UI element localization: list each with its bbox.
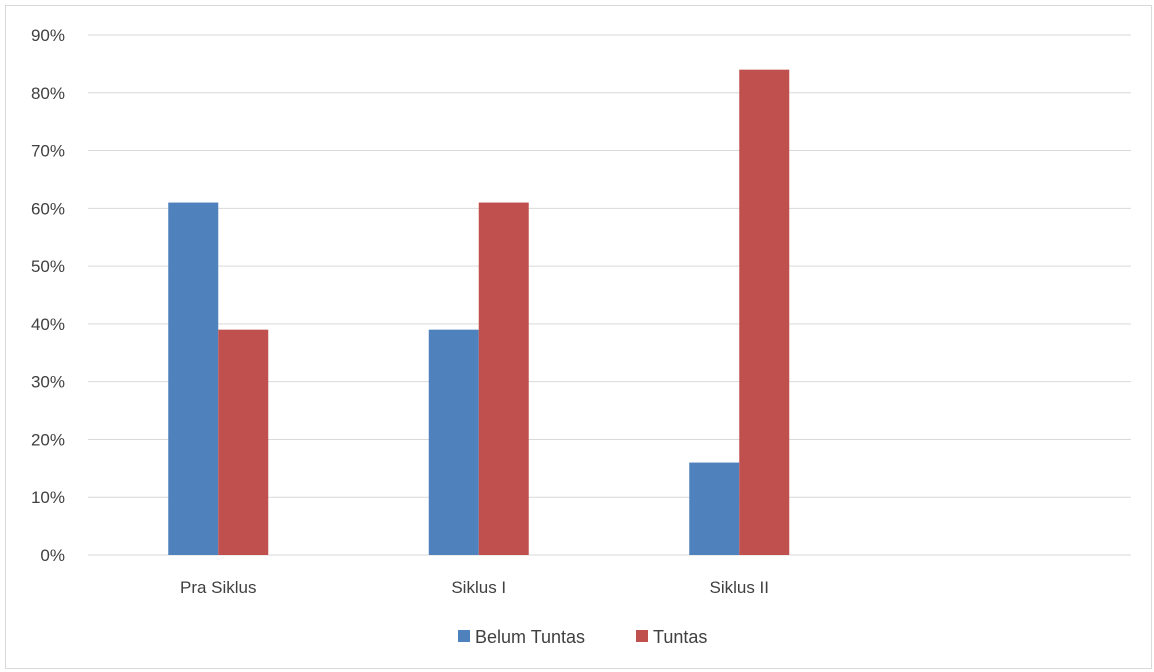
- bar: [478, 202, 529, 556]
- y-tick-label: 10%: [31, 488, 65, 507]
- y-tick-label: 70%: [31, 142, 65, 161]
- bar: [168, 202, 219, 556]
- y-tick-label: 50%: [31, 257, 65, 276]
- bars: [168, 69, 790, 556]
- y-tick-label: 20%: [31, 430, 65, 449]
- x-tick-label: Siklus I: [451, 578, 506, 597]
- legend-swatch: [636, 630, 648, 642]
- legend-swatch: [458, 630, 470, 642]
- bar: [689, 462, 740, 555]
- y-tick-label: 40%: [31, 315, 65, 334]
- x-tick-label: Siklus II: [709, 578, 769, 597]
- x-tick-label: Pra Siklus: [180, 578, 257, 597]
- bar: [739, 69, 790, 556]
- y-tick-label: 90%: [31, 26, 65, 45]
- y-tick-label: 60%: [31, 199, 65, 218]
- legend: Belum Tuntas Tuntas: [458, 627, 707, 647]
- legend-label: Belum Tuntas: [475, 627, 585, 647]
- y-tick-label: 0%: [40, 546, 65, 565]
- y-tick-label: 80%: [31, 84, 65, 103]
- y-tick-label: 30%: [31, 373, 65, 392]
- legend-label: Tuntas: [653, 627, 707, 647]
- bar: [428, 329, 479, 555]
- bar: [218, 329, 269, 555]
- y-axis-ticks: 0% 10% 20% 30% 40% 50% 60% 70% 80% 90%: [31, 26, 65, 565]
- x-axis-ticks: Pra Siklus Siklus I Siklus II: [180, 578, 769, 597]
